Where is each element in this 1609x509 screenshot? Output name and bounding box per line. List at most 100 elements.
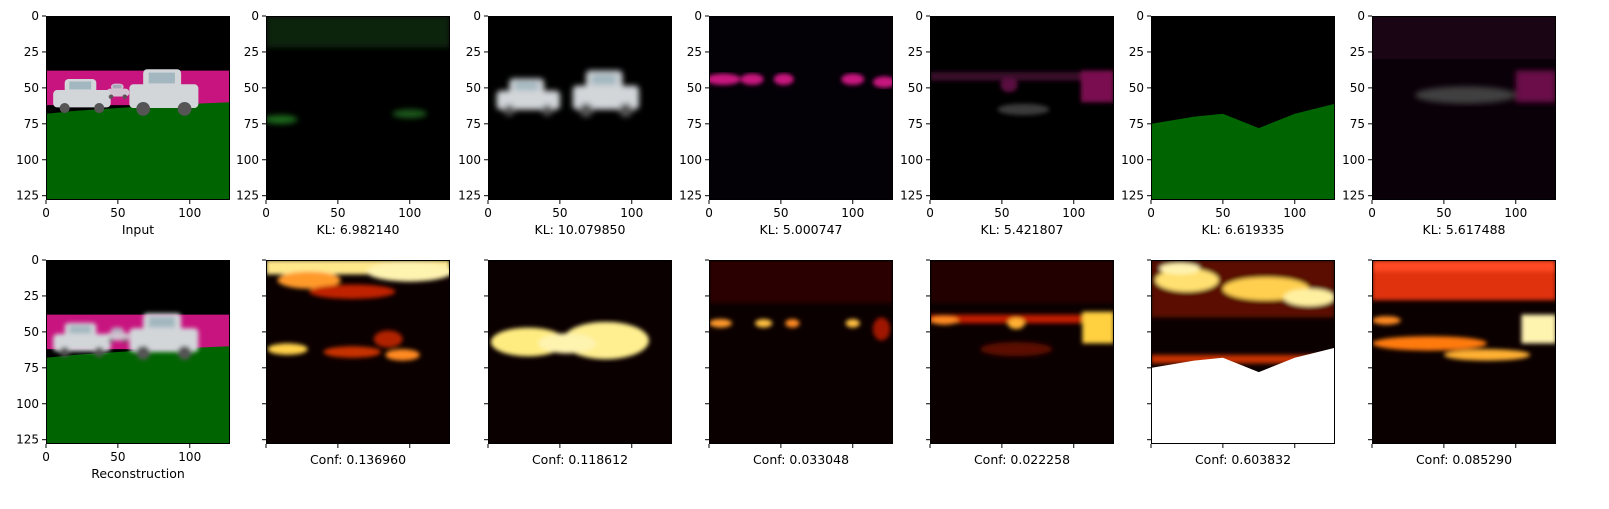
panel-image	[266, 16, 450, 200]
x-tick-label: 50	[110, 206, 125, 220]
ground-region	[1151, 103, 1335, 200]
y-tick-label: 75	[1129, 117, 1144, 131]
ground-region	[46, 102, 230, 200]
x-tick-label: 0	[926, 206, 934, 220]
x-tick-label: 100	[1062, 206, 1085, 220]
cars	[496, 70, 639, 118]
y-tick-label: 50	[24, 81, 39, 95]
y-tick-label: 0	[251, 9, 259, 23]
panel-frame	[266, 260, 450, 444]
x-tick-label: 0	[484, 206, 492, 220]
y-tick-label: 50	[1350, 81, 1365, 95]
heatmap-hotspots	[930, 260, 1114, 357]
panel-r2-c4: Conf: 0.033048	[705, 259, 893, 467]
panel-r1-c5: 0 50 100 0 25 50 75 100 125 KL: 5.421807	[900, 9, 1114, 237]
panel-r2-c1: 0 50 100 0 25 50 75 100 125 Reconstruction	[16, 253, 230, 481]
y-tick-label: 0	[31, 253, 39, 267]
y-tick-label: 25	[687, 45, 702, 59]
heatmap-ground	[1151, 347, 1335, 444]
panel-frame	[709, 16, 893, 200]
panel-r1-c2: 0 50 100 0 25 50 75 100 125 KL: 6.982140	[236, 9, 450, 237]
panel-label: KL: 10.079850	[535, 222, 626, 237]
x-tick-label: 100	[620, 206, 643, 220]
panel-r1-c7: 0 50 100 0 25 50 75 100 125 KL: 5.617488	[1342, 9, 1556, 237]
y-tick-label: 25	[466, 45, 481, 59]
x-tick-label: 0	[42, 450, 50, 464]
panel-frame	[488, 260, 672, 444]
car-right	[129, 313, 199, 360]
x-tick-label: 0	[1368, 206, 1376, 220]
panel-image	[1372, 16, 1556, 200]
heatmap-bottom	[1372, 367, 1556, 444]
heatmap-hotspots	[1372, 260, 1556, 361]
x-tick-label: 0	[1147, 206, 1155, 220]
y-tick-label: 25	[1129, 45, 1144, 59]
x-tick-label: 50	[1436, 206, 1451, 220]
y-tick-label: 75	[1350, 117, 1365, 131]
panel-r1-c4: 0 50 100 0 25 50 75 100 125 KL: 5.000747	[679, 9, 893, 237]
panel-frame	[709, 260, 893, 444]
y-tick-label: 125	[458, 189, 481, 203]
heatmap-hotspots	[266, 260, 450, 361]
y-tick-label: 25	[908, 45, 923, 59]
panel-label: Conf: 0.118612	[532, 452, 628, 467]
panel-frame	[46, 16, 230, 200]
car-left	[496, 78, 560, 116]
y-tick-label: 50	[466, 81, 481, 95]
car-right	[572, 70, 639, 118]
panel-frame	[266, 16, 450, 200]
panel-r2-c2: Conf: 0.136960	[262, 259, 450, 467]
panel-frame	[1151, 260, 1335, 444]
cars	[53, 313, 199, 360]
faint-band	[930, 70, 1114, 116]
panel-r2-c3: Conf: 0.118612	[484, 259, 672, 467]
panel-frame	[46, 260, 230, 444]
x-tick-label: 100	[178, 206, 201, 220]
panel-label: Input	[122, 222, 154, 237]
panel-image	[930, 16, 1114, 200]
y-tick-label: 75	[687, 117, 702, 131]
panel-frame	[930, 16, 1114, 200]
panel-image	[1372, 260, 1556, 444]
panel-r2-c7: Conf: 0.085290	[1368, 259, 1556, 467]
y-tick-label: 100	[1342, 153, 1365, 167]
x-tick-label: 100	[398, 206, 421, 220]
x-tick-label: 100	[841, 206, 864, 220]
panel-label: Conf: 0.033048	[753, 452, 849, 467]
y-tick-label: 125	[16, 189, 39, 203]
y-tick-label: 125	[236, 189, 259, 203]
panel-frame	[1151, 16, 1335, 200]
y-tick-label: 75	[24, 117, 39, 131]
car-small	[106, 327, 130, 344]
heatmap-hotspots	[490, 321, 649, 360]
y-tick-label: 75	[466, 117, 481, 131]
panel-label: KL: 5.617488	[1423, 222, 1506, 237]
ground-region	[46, 346, 230, 444]
x-tick-label: 100	[1283, 206, 1306, 220]
magenta-patches	[709, 73, 893, 88]
y-tick-label: 0	[915, 9, 923, 23]
x-tick-label: 100	[178, 450, 201, 464]
car-small	[106, 83, 130, 100]
panel-image	[1151, 260, 1335, 444]
heatmap-bottom	[709, 367, 893, 444]
heatmap-hotspots	[709, 260, 893, 341]
sky-region	[1372, 16, 1556, 60]
x-tick-label: 50	[994, 206, 1009, 220]
x-tick-label: 0	[262, 206, 270, 220]
y-tick-label: 100	[679, 153, 702, 167]
heatmap-hotspots	[1151, 260, 1335, 364]
faint-green	[266, 16, 450, 124]
panel-image	[46, 16, 230, 200]
y-tick-label: 25	[24, 289, 39, 303]
panel-label: Conf: 0.136960	[310, 452, 406, 467]
x-tick-label: 0	[705, 206, 713, 220]
panel-label: Conf: 0.603832	[1195, 452, 1291, 467]
y-tick-label: 125	[1342, 189, 1365, 203]
panel-r2-c6: Conf: 0.603832	[1147, 259, 1335, 467]
y-tick-label: 50	[244, 81, 259, 95]
y-tick-label: 50	[687, 81, 702, 95]
faint-content	[1415, 70, 1556, 104]
x-tick-label: 50	[1215, 206, 1230, 220]
